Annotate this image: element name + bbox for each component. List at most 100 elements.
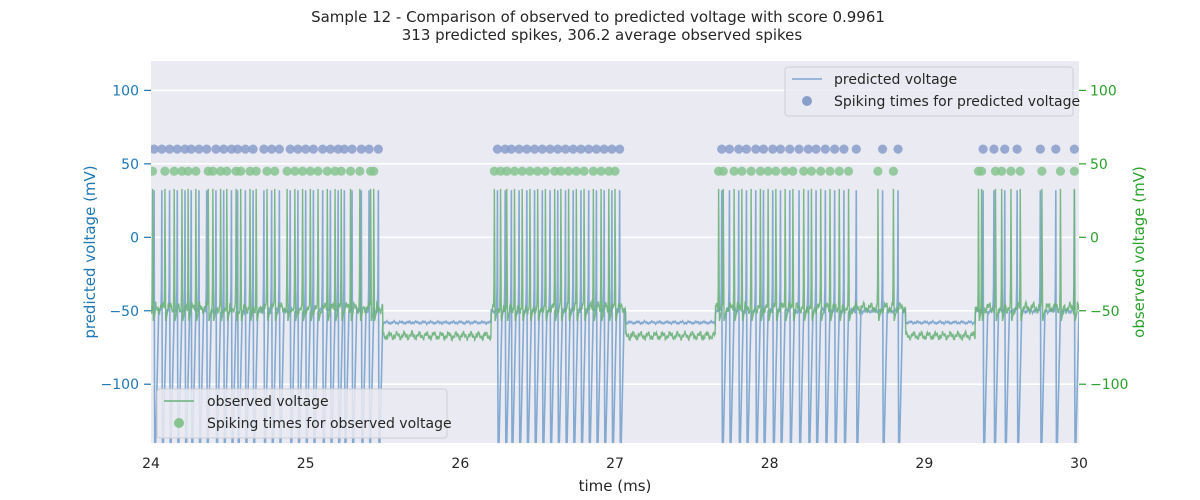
predicted-spike-marker	[758, 144, 769, 154]
observed-spike-marker	[746, 166, 756, 176]
left-tick-label: 100	[112, 83, 139, 99]
observed-spike-marker	[564, 166, 574, 176]
observed-spike-marker	[1069, 166, 1079, 176]
observed-spike-marker	[236, 166, 246, 176]
predicted-spike-marker	[1035, 144, 1045, 154]
legend-predicted-marker-label: Spiking times for predicted voltage	[834, 94, 1080, 110]
observed-spike-marker	[825, 166, 835, 176]
x-axis-label: time (ms)	[579, 477, 652, 495]
predicted-spike-marker	[151, 144, 159, 154]
predicted-spike-marker	[599, 144, 609, 154]
observed-spike-marker	[262, 166, 272, 176]
x-tick-label: 25	[297, 456, 315, 472]
observed-spike-marker	[771, 166, 781, 176]
predicted-spike-marker	[373, 144, 383, 154]
right-y-axis: 100 50 0 −50 −100	[1079, 83, 1128, 393]
observed-spike-marker	[610, 166, 620, 176]
x-tick-label: 27	[606, 456, 624, 472]
observed-spike-marker	[834, 166, 844, 176]
predicted-spike-marker	[768, 144, 778, 154]
predicted-spike-marker	[339, 144, 349, 154]
legend-predicted-line-label: predicted voltage	[834, 72, 957, 88]
x-tick-label: 30	[1070, 456, 1088, 472]
x-tick-label: 29	[915, 456, 933, 472]
right-y-axis-label: observed voltage (mV)	[1130, 166, 1148, 338]
legend-observed-line-label: observed voltage	[207, 394, 329, 410]
predicted-spike-marker	[293, 144, 303, 154]
legend-predicted: predicted voltage Spiking times for pred…	[784, 66, 1080, 117]
legend-observed: observed voltage Spiking times for obser…	[156, 388, 452, 439]
predicted-spike-marker	[724, 144, 735, 154]
predicted-spike-marker	[202, 144, 212, 154]
x-tick-label: 26	[451, 456, 469, 472]
observed-spike-marker	[222, 166, 232, 176]
predicted-spike-marker	[803, 144, 813, 154]
predicted-spike-marker	[233, 144, 243, 154]
observed-spike-marker	[763, 166, 773, 176]
observed-spike-marker	[588, 166, 598, 176]
left-y-axis: 100 50 0 −50 −100	[101, 83, 151, 393]
observed-spike-marker	[305, 166, 315, 176]
right-tick-label: 50	[1090, 157, 1108, 173]
right-tick-label: 100	[1090, 83, 1117, 99]
predicted-spike-marker	[830, 144, 840, 154]
x-tick-label: 24	[142, 456, 160, 472]
predicted-spike-marker	[514, 144, 524, 154]
observed-spike-marker	[290, 166, 300, 176]
predicted-spike-marker	[219, 144, 229, 154]
predicted-spike-marker	[267, 144, 277, 154]
observed-spike-marker	[208, 166, 218, 176]
observed-spike-marker	[251, 166, 261, 176]
observed-spike-marker	[596, 166, 606, 176]
observed-spike-marker	[169, 166, 179, 176]
observed-spike-marker	[718, 166, 728, 176]
predicted-spike-marker	[615, 144, 625, 154]
predicted-spike-marker	[734, 144, 744, 154]
observed-spike-marker	[571, 166, 581, 176]
observed-spike-marker	[322, 166, 332, 176]
observed-spike-marker	[369, 166, 379, 176]
observed-spike-marker	[313, 166, 323, 176]
predicted-spike-marker	[157, 144, 167, 154]
predicted-spike-marker	[259, 144, 269, 154]
predicted-spike-marker	[741, 144, 752, 154]
predicted-spike-marker	[364, 144, 374, 154]
observed-spike-marker	[540, 166, 551, 176]
observed-spike-marker	[345, 166, 356, 176]
observed-spike-marker	[282, 166, 292, 176]
observed-spike-marker	[755, 166, 765, 176]
observed-spike-marker	[191, 166, 201, 176]
predicted-spike-marker	[1012, 144, 1022, 154]
predicted-spike-marker	[240, 144, 250, 154]
left-y-axis-label: predicted voltage (mV)	[81, 165, 99, 338]
predicted-spike-marker	[545, 144, 555, 154]
observed-spike-marker	[297, 166, 308, 176]
right-tick-label: −50	[1090, 304, 1120, 320]
predicted-spike-marker	[1069, 144, 1079, 154]
predicted-spike-marker	[529, 144, 540, 154]
observed-voltage-line	[151, 188, 1079, 343]
predicted-spike-marker	[851, 144, 861, 154]
predicted-spike-marker	[1051, 144, 1061, 154]
observed-spike-marker	[806, 166, 817, 176]
x-tick-label: 28	[761, 456, 779, 472]
predicted-spike-marker	[820, 144, 830, 154]
observed-spike-marker	[517, 166, 527, 176]
x-axis: 24 25 26 27 28 29 30	[142, 456, 1088, 472]
observed-spike-marker	[336, 166, 346, 176]
right-tick-label: 0	[1090, 230, 1099, 246]
predicted-spike-marker	[537, 144, 547, 154]
predicted-spike-marker	[751, 144, 761, 154]
predicted-spike-marker	[785, 144, 795, 154]
predicted-voltage-line	[151, 190, 1079, 443]
legend-predicted-marker-swatch	[802, 96, 812, 106]
legend-observed-marker-swatch	[174, 418, 184, 428]
chart-title: Sample 12 - Comparison of observed to pr…	[311, 8, 885, 26]
predicted-spike-marker	[186, 144, 196, 154]
predicted-spike-marker	[717, 144, 727, 154]
predicted-spike-markers	[151, 144, 1079, 154]
observed-spike-marker	[788, 166, 798, 176]
observed-spike-marker	[780, 166, 790, 176]
predicted-spike-marker	[584, 144, 594, 154]
